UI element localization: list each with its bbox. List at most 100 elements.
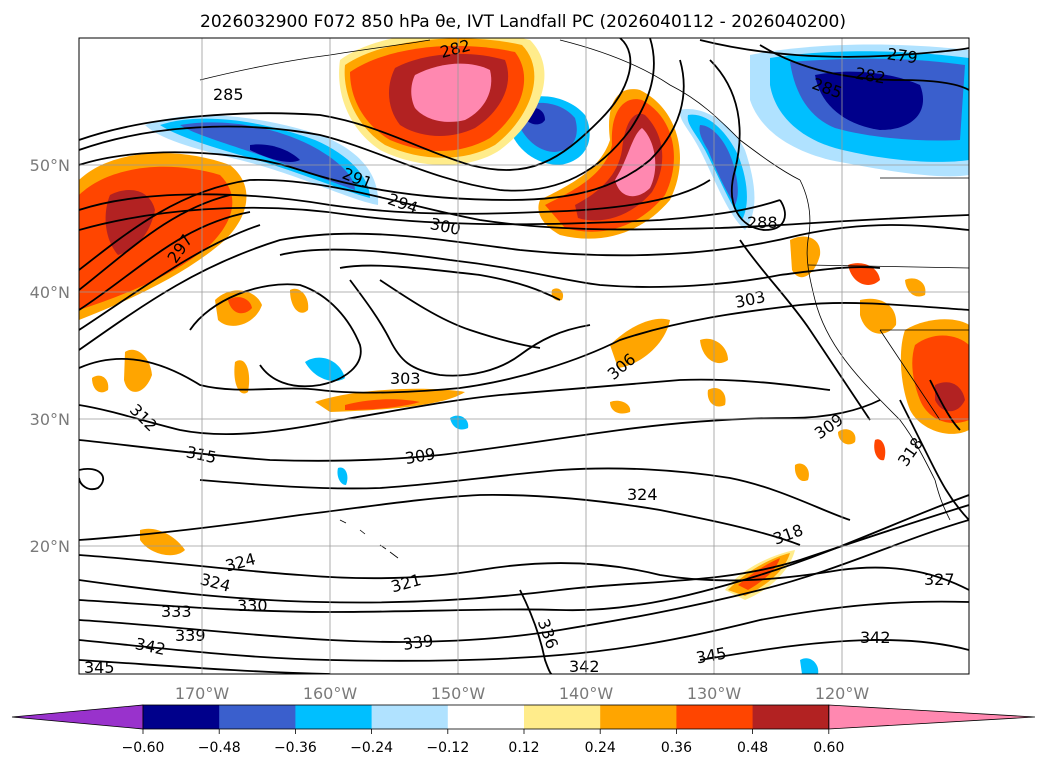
contour-line [199, 467, 851, 521]
pc-positive-region [707, 387, 726, 407]
contour-line [79, 302, 969, 394]
state-border [879, 329, 941, 421]
pc-positive-region [234, 360, 250, 394]
contour-line [79, 468, 104, 491]
chart-title: 2026032900 F072 850 hPa θe, IVT Landfall… [200, 12, 846, 32]
pc-positive-region [290, 288, 309, 313]
contour-line [79, 378, 831, 436]
alaska-gulf-coast [559, 39, 801, 181]
contour-label: 342 [860, 628, 891, 647]
contour-label: 279 [886, 44, 919, 67]
us-west-coast [814, 299, 936, 481]
hawaii-islands [339, 519, 399, 559]
pc-negative-region [305, 357, 345, 382]
pc-positive-region [105, 190, 155, 255]
latitude-tick-label: 30°N [30, 410, 70, 429]
longitude-tick-label: 160°W [303, 684, 358, 703]
colorbar-tick-label: 0.12 [508, 740, 539, 756]
colorbar-tick-label: 0.36 [661, 740, 692, 756]
colorbar-tick-label: 0.24 [585, 740, 616, 756]
longitude-tick-label: 170°W [175, 684, 230, 703]
contour-label: 342 [569, 657, 600, 676]
colorbar-segment [295, 705, 373, 729]
contour-line [339, 264, 561, 301]
contour-label: 330 [237, 596, 268, 615]
colorbar-segment [371, 705, 449, 729]
pc-positive-region [610, 400, 631, 414]
latitude-tick-label: 40°N [30, 283, 70, 302]
longitude-tick-label: 150°W [431, 684, 486, 703]
contour-line [79, 493, 801, 546]
contour-label: 339 [402, 631, 435, 654]
latitude-tick-label: 50°N [30, 156, 70, 175]
colorbar-tick-label: −0.12 [426, 740, 469, 756]
colorbar-segment [524, 705, 601, 729]
pc-positive-region [92, 375, 109, 393]
pc-positive-region [140, 528, 185, 556]
contour-line [79, 38, 655, 192]
contour-line [189, 283, 362, 388]
colorbar-segment [143, 705, 220, 729]
colorbar-tick-label: 0.48 [737, 740, 768, 756]
pc-negative-region [800, 658, 819, 674]
pc-positive-region [124, 349, 152, 392]
pc-positive-region [345, 399, 420, 410]
colorbar-frame [142, 704, 830, 730]
contour-line [759, 44, 969, 91]
longitude-tick-labels: 170°W 160°W 150°W 140°W 130°W 120°W [175, 684, 870, 703]
contour-line [929, 379, 961, 431]
contour-line [709, 59, 786, 231]
pc-positive-region [411, 63, 492, 122]
contour-line [279, 248, 881, 288]
contour-line [699, 639, 969, 661]
contour-line [79, 519, 969, 643]
colorbar-low-extension [11, 704, 144, 730]
pc-positive-region [860, 298, 897, 334]
contour-line [349, 279, 591, 377]
colorbar-segment [676, 705, 754, 729]
contour-label: 285 [213, 85, 244, 104]
pc-negative-region [250, 144, 300, 162]
contour-line [79, 179, 711, 215]
baja-coast [934, 479, 951, 521]
pc-positive-region [790, 236, 821, 278]
contour-label: 324 [627, 485, 658, 504]
canada-coast [799, 179, 816, 301]
map-panel: 282 285 279 282 285 291 294 300 297 288 … [78, 36, 970, 677]
contour-line [699, 39, 969, 58]
pc-positive-region [848, 263, 880, 285]
contour-line [899, 399, 969, 521]
latitude-tick-labels: 50°N 40°N 30°N 20°N [30, 156, 70, 556]
colorbar-tick-label: −0.36 [274, 740, 317, 756]
pc-positive-region [615, 128, 656, 197]
pc-negative-region [337, 467, 348, 485]
pc-positive-region [794, 463, 809, 482]
colorbar-tick-label: −0.60 [122, 740, 165, 756]
colorbar-tick-label: −0.24 [350, 740, 393, 756]
contour-line [79, 224, 969, 351]
latitude-tick-label: 20°N [30, 537, 70, 556]
colorbar-segment [219, 705, 296, 729]
longitude-tick-label: 140°W [559, 684, 614, 703]
contour-label: 303 [390, 369, 421, 388]
colorbar-segment [447, 705, 525, 729]
colorbar-tick-label: −0.48 [198, 740, 241, 756]
contour-label: 339 [175, 626, 206, 645]
contour-label: 333 [161, 602, 192, 621]
contour-line [739, 239, 871, 421]
contour-line [519, 589, 553, 674]
contour-line [79, 211, 251, 311]
contour-line [79, 659, 331, 674]
state-border [807, 264, 969, 269]
pc-positive-region [610, 318, 670, 368]
lat-lon-gridlines [79, 38, 969, 674]
contour-line [79, 399, 881, 462]
colorbar-segment [752, 705, 830, 729]
pc-positive-region [874, 439, 886, 461]
contour-line [379, 279, 541, 349]
map-frame [78, 37, 970, 675]
colorbar-segment [600, 705, 677, 729]
contour-line [79, 38, 632, 171]
contour-line [79, 554, 969, 591]
